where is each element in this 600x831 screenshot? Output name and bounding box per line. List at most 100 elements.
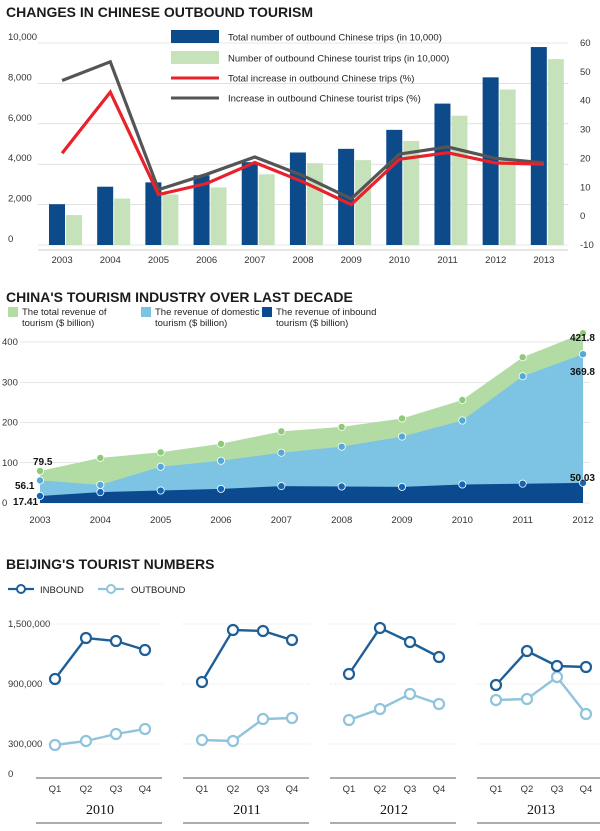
y-tick-label: 300,000 <box>8 739 42 750</box>
y-tick-label: 900,000 <box>8 679 42 690</box>
outbound-point <box>550 670 564 684</box>
point-inbound-revenue <box>579 478 588 487</box>
bar-total-outbound-trips <box>530 47 547 245</box>
bar-total-outbound-trips <box>193 175 210 245</box>
inbound-point <box>109 634 123 648</box>
inbound-line <box>495 649 587 686</box>
point-total-revenue <box>518 353 527 362</box>
point-total-revenue <box>579 329 588 338</box>
point-domestic-revenue <box>579 350 588 359</box>
data-label-domestic-2003: 56.1 <box>15 481 35 492</box>
legend-outbound-label: OUTBOUND <box>131 585 186 596</box>
bar-outbound-tourist-trips <box>403 140 420 245</box>
legend-total-increase-label: Total increase in outbound Chinese trips… <box>228 74 414 85</box>
inbound-point <box>579 660 593 674</box>
inbound-point <box>550 659 564 673</box>
legend-inbound-marker <box>16 584 26 594</box>
y-tick-label: 200 <box>2 418 18 429</box>
outbound-line <box>201 716 293 743</box>
point-inbound-revenue <box>277 482 286 491</box>
quarter-tick-label: Q1 <box>196 784 209 795</box>
inbound-point <box>403 635 417 649</box>
x-tick-label: 2011 <box>512 515 532 526</box>
legend-inbound-revenue-swatch <box>262 307 272 317</box>
outbound-point <box>342 713 356 727</box>
x-tick-label: 2012 <box>572 515 593 526</box>
line-total-increase-trips <box>60 89 544 207</box>
bar-outbound-tourist-trips <box>66 215 82 245</box>
bar-outbound-tourist-trips <box>355 160 372 245</box>
y-left-tick-label: 4,000 <box>8 153 32 164</box>
chart-title: CHANGES IN CHINESE OUTBOUND TOURISM <box>6 4 313 20</box>
outbound-point <box>109 727 123 741</box>
x-tick-label: 2006 <box>196 255 217 266</box>
y-right-tick-label: 10 <box>580 182 591 193</box>
outbound-point <box>285 711 299 725</box>
y-tick-label: 400 <box>2 337 18 348</box>
outbound-point <box>195 733 209 747</box>
outbound-point <box>520 692 534 706</box>
outbound-line <box>495 675 587 715</box>
x-tick-label: 2008 <box>292 255 313 266</box>
year-panel-2010: Q1 Q2 Q3 Q4 2010 <box>36 623 162 824</box>
point-total-revenue <box>156 448 165 457</box>
point-domestic-revenue <box>216 456 225 465</box>
quarter-tick-label: Q1 <box>49 784 62 795</box>
bar-outbound-tourist-trips <box>547 59 564 245</box>
inbound-point <box>285 633 299 647</box>
year-label: 2011 <box>233 803 260 818</box>
y-tick-label: 0 <box>2 498 7 509</box>
x-tick-label: 2007 <box>271 515 292 526</box>
bar-outbound-tourist-trips <box>114 198 131 245</box>
point-inbound-revenue <box>337 482 346 491</box>
bar-total-outbound-trips <box>97 186 114 245</box>
point-inbound-revenue <box>518 479 527 488</box>
quarter-tick-label: Q4 <box>580 784 593 795</box>
x-tick-label: 2006 <box>210 515 231 526</box>
y-right-tick-label: 30 <box>580 125 591 136</box>
point-domestic-revenue <box>277 448 286 457</box>
quarter-tick-label: Q2 <box>374 784 387 795</box>
x-tick-label: 2010 <box>452 515 473 526</box>
point-inbound-revenue <box>397 482 406 491</box>
x-tick-label: 2009 <box>391 515 412 526</box>
point-total-revenue <box>96 453 105 462</box>
point-inbound-revenue <box>36 491 45 500</box>
quarter-tick-label: Q2 <box>521 784 534 795</box>
point-domestic-revenue <box>458 416 467 425</box>
point-domestic-revenue <box>156 462 165 471</box>
point-domestic-revenue <box>337 442 346 451</box>
bar-outbound-tourist-trips <box>306 163 323 245</box>
outbound-point <box>403 687 417 701</box>
outbound-point <box>79 734 93 748</box>
outbound-point <box>373 702 387 716</box>
y-right-tick-label: 20 <box>580 153 591 164</box>
year-label: 2010 <box>86 803 114 818</box>
data-label-total-2003: 79.5 <box>33 457 53 468</box>
y-tick-label: 100 <box>2 458 18 469</box>
bar-total-outbound-trips <box>434 103 451 245</box>
y-tick-label: 0 <box>8 769 13 780</box>
legend-tourist-increase-label: Increase in outbound Chinese tourist tri… <box>228 94 421 105</box>
legend-total-revenue-swatch <box>8 307 18 317</box>
x-tick-label: 2005 <box>150 515 171 526</box>
quarter-tick-label: Q3 <box>257 784 270 795</box>
legend-total-trips-swatch <box>171 30 219 43</box>
inbound-point <box>48 672 62 686</box>
point-inbound-revenue <box>216 484 225 493</box>
legend-total-trips-label: Total number of outbound Chinese trips (… <box>228 33 442 44</box>
quarter-tick-label: Q2 <box>227 784 240 795</box>
inbound-point <box>256 624 270 638</box>
data-label-inbound-2012: 50.03 <box>570 473 595 484</box>
year-panel-2012: Q1 Q2 Q3 Q4 2012 <box>330 621 456 824</box>
bar-total-outbound-trips <box>241 162 258 245</box>
year-panel-2011: Q1 Q2 Q3 Q4 2011 <box>183 623 309 824</box>
legend-domestic-revenue-label: The revenue of domestic tourism ($ billio… <box>155 307 260 329</box>
point-total-revenue <box>397 414 406 423</box>
quarter-tick-label: Q4 <box>139 784 152 795</box>
quarter-tick-label: Q4 <box>286 784 299 795</box>
data-label-domestic-2012: 369.8 <box>570 367 595 378</box>
inbound-line <box>348 626 440 675</box>
